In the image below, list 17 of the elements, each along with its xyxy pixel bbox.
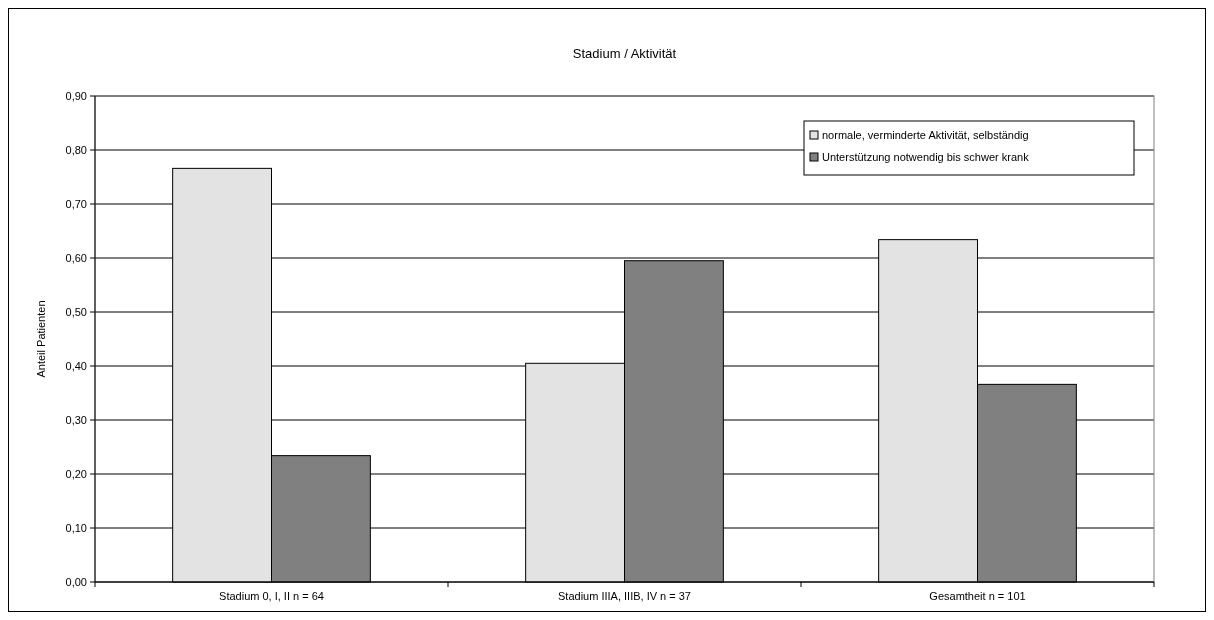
legend-label: Unterstützung notwendig bis schwer krank: [822, 150, 1030, 163]
y-tick-label: 0,00: [65, 575, 87, 588]
y-tick-label: 0,10: [65, 521, 87, 534]
y-tick-label: 0,90: [65, 89, 87, 102]
y-axis-title: Anteil Patienten: [35, 300, 47, 378]
y-tick-label: 0,40: [65, 359, 87, 372]
y-tick-label: 0,30: [65, 413, 87, 426]
x-tick-label: Stadium 0, I, II n = 64: [219, 590, 324, 602]
legend-label: normale, verminderte Aktivität, selbständig: [822, 128, 1029, 141]
x-tick-label: Stadium IIIA, IIIB, IV n = 37: [558, 590, 691, 602]
chart-title: Stadium / Aktivität: [572, 46, 677, 61]
x-tick-label: Gesamtheit n = 101: [929, 590, 1026, 602]
y-tick-label: 0,70: [65, 197, 87, 210]
y-tick-label: 0,80: [65, 143, 87, 156]
y-tick-label: 0,50: [65, 305, 87, 318]
y-tick-label: 0,20: [65, 467, 87, 480]
y-tick-label: 0,60: [65, 251, 87, 264]
